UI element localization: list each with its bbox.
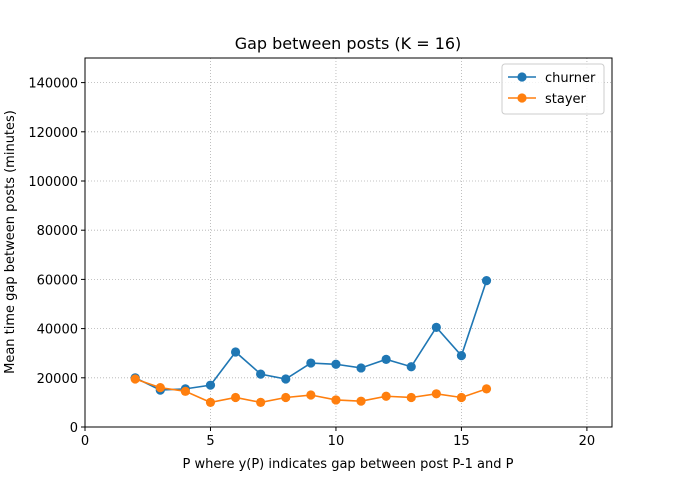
y-tick-label: 80000 bbox=[37, 224, 78, 239]
stayer-point bbox=[155, 383, 165, 393]
x-tick-label: 5 bbox=[206, 434, 214, 449]
stayer-point bbox=[406, 392, 416, 403]
churner-point bbox=[456, 351, 467, 361]
legend-entry-stayer: stayer bbox=[545, 92, 587, 107]
legend-swatch-marker bbox=[517, 93, 527, 103]
x-tick-label: 15 bbox=[453, 434, 470, 449]
y-tick-label: 0 bbox=[70, 421, 78, 436]
x-tick-label: 0 bbox=[81, 434, 89, 449]
plot-area-frame bbox=[84, 57, 613, 428]
stayer-point bbox=[256, 397, 266, 407]
y-tick-label: 20000 bbox=[37, 372, 78, 387]
churner-point bbox=[281, 374, 291, 384]
churner-point bbox=[331, 359, 341, 369]
stayer-point bbox=[306, 390, 316, 400]
churner-point bbox=[406, 362, 416, 372]
stayer-point bbox=[456, 392, 467, 403]
y-axis-label: Mean time gap between posts (minutes) bbox=[3, 110, 18, 374]
churner-point bbox=[205, 380, 216, 390]
churner-line bbox=[134, 280, 488, 391]
stayer-point bbox=[205, 397, 216, 407]
churner-point bbox=[381, 354, 391, 364]
stayer-point bbox=[230, 392, 241, 403]
legend-swatch-marker bbox=[517, 72, 527, 82]
stayer-point bbox=[331, 395, 341, 405]
churner-point bbox=[256, 369, 266, 379]
stayer-point bbox=[481, 384, 492, 394]
y-tick-label: 120000 bbox=[28, 126, 78, 141]
stayer-point bbox=[356, 396, 366, 406]
y-tick-label: 60000 bbox=[37, 273, 78, 288]
stayer-point bbox=[431, 389, 441, 399]
y-tick-label: 140000 bbox=[28, 77, 78, 92]
legend: churner stayer bbox=[501, 63, 605, 115]
stayer-point bbox=[180, 386, 190, 396]
stayer-point bbox=[130, 374, 140, 384]
churner-point bbox=[481, 276, 492, 286]
y-tick-label: 40000 bbox=[37, 323, 78, 338]
chart-title: Gap between posts (K = 16) bbox=[235, 34, 462, 53]
x-axis-label: P where y(P) indicates gap between post … bbox=[183, 457, 514, 472]
x-tick-label: 20 bbox=[579, 434, 596, 449]
churner-point bbox=[356, 363, 366, 373]
y-tick-label: 100000 bbox=[28, 175, 78, 190]
axis-ticks: 0 5 10 15 20 0 20000 40000 60000 80000 100000 12000… bbox=[28, 77, 595, 449]
stayer-point bbox=[381, 391, 391, 401]
series-stayer bbox=[130, 374, 492, 407]
churner-point bbox=[306, 358, 316, 368]
series-churner bbox=[130, 276, 492, 395]
series-layer bbox=[130, 276, 492, 407]
legend-entry-churner: churner bbox=[545, 71, 596, 86]
stayer-point bbox=[281, 392, 291, 403]
churner-point bbox=[431, 322, 441, 332]
churner-point bbox=[230, 347, 241, 357]
x-tick-label: 10 bbox=[328, 434, 345, 449]
